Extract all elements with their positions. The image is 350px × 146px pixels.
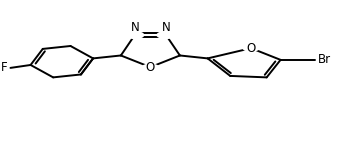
Text: N: N [162, 21, 170, 34]
Text: N: N [131, 21, 139, 34]
Text: F: F [1, 61, 8, 74]
Text: O: O [246, 42, 256, 55]
Text: Br: Br [318, 53, 331, 66]
Circle shape [243, 45, 260, 52]
Circle shape [142, 64, 159, 71]
Circle shape [125, 31, 145, 39]
Text: O: O [146, 61, 155, 74]
Circle shape [156, 31, 176, 39]
